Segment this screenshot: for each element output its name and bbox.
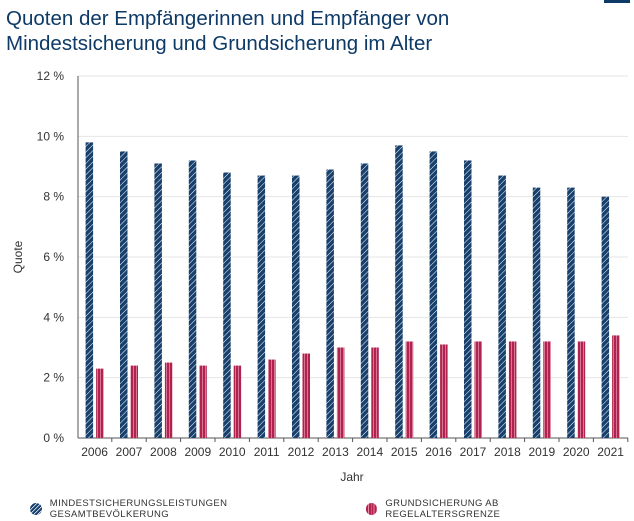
bar-mindestsicherung (85, 142, 94, 438)
bar-mindestsicherung (257, 175, 266, 439)
bar-mindestsicherung (567, 187, 575, 438)
y-tick-label: 8 % (43, 190, 64, 204)
x-tick-label: 2016 (425, 445, 452, 459)
y-tick-label: 12 % (37, 69, 65, 83)
bar-mindestsicherung (292, 175, 300, 439)
axis-labels: 0 % 2 % 4 % 6 % 8 % 10 % 12 % 2006 2007 2008 2009 2… (11, 69, 624, 484)
bar-mindestsicherung (601, 196, 610, 438)
legend-item-mindestsicherung[interactable]: MINDESTSICHERUNGSLEISTUNGEN GESAMTBEVÖLK… (30, 498, 344, 520)
bars (85, 142, 620, 439)
x-tick-label: 2017 (460, 445, 487, 459)
bar-grundsicherung (543, 341, 551, 438)
x-tick-label: 2013 (322, 445, 349, 459)
x-tick-label: 2019 (528, 445, 555, 459)
bar-grundsicherung (96, 368, 104, 438)
bar-grundsicherung (612, 335, 620, 438)
x-tick-label: 2010 (219, 445, 246, 459)
x-axis-title: Jahr (340, 470, 363, 484)
bar-mindestsicherung (223, 172, 231, 439)
chart-title: Quoten der Empfängerinnen und Empfänger … (6, 7, 450, 55)
bar-mindestsicherung (326, 169, 334, 438)
x-tick-label: 2020 (563, 445, 590, 459)
bar-mindestsicherung (188, 160, 197, 438)
legend-label-mindestsicherung: MINDESTSICHERUNGSLEISTUNGEN GESAMTBEVÖLK… (49, 498, 228, 520)
y-tick-label: 6 % (43, 250, 64, 264)
bar-grundsicherung (302, 353, 310, 438)
x-tick-label: 2018 (494, 445, 521, 459)
y-tick-label: 10 % (37, 129, 65, 143)
bar-mindestsicherung (429, 151, 438, 438)
bar-grundsicherung (268, 359, 276, 438)
x-tick-label: 2007 (116, 445, 143, 459)
bar-grundsicherung (405, 341, 414, 438)
legend-item-grundsicherung[interactable]: GRUNDSICHERUNG AB REGELALTERSGRENZE (365, 498, 612, 520)
bar-mindestsicherung (154, 163, 162, 438)
x-tick-label: 2012 (288, 445, 315, 459)
y-tick-label: 4 % (43, 310, 64, 324)
bar-grundsicherung (440, 344, 448, 438)
top-accent-bar (604, 0, 630, 3)
legend-swatch-blue (30, 503, 42, 515)
bar-grundsicherung (233, 365, 242, 438)
x-tick-label: 2015 (391, 445, 418, 459)
legend-label-grundsicherung: GRUNDSICHERUNG AB REGELALTERSGRENZE (385, 498, 501, 520)
bar-mindestsicherung (120, 151, 128, 438)
y-axis-title: Quote (11, 240, 25, 273)
bar-grundsicherung (336, 347, 345, 438)
legend-swatch-red (365, 503, 378, 515)
bar-mindestsicherung (360, 163, 369, 438)
x-tick-label: 2014 (356, 445, 383, 459)
bar-grundsicherung (508, 341, 517, 438)
bar-grundsicherung (164, 362, 173, 438)
x-tick-label: 2011 (254, 445, 280, 459)
x-tick-label: 2021 (597, 445, 624, 459)
legend: MINDESTSICHERUNGSLEISTUNGEN GESAMTBEVÖLK… (30, 498, 634, 520)
bar-grundsicherung (474, 341, 482, 438)
x-tick-label: 2009 (184, 445, 211, 459)
bar-grundsicherung (371, 347, 379, 438)
bar-mindestsicherung (532, 187, 541, 438)
bar-mindestsicherung (498, 175, 506, 439)
bar-grundsicherung (577, 341, 586, 438)
bar-mindestsicherung (464, 160, 472, 438)
x-tick-label: 2006 (81, 445, 108, 459)
bar-grundsicherung (130, 365, 138, 438)
bar-grundsicherung (199, 365, 207, 438)
x-tick-label: 2008 (150, 445, 177, 459)
bar-mindestsicherung (395, 145, 403, 438)
y-tick-label: 2 % (43, 371, 64, 385)
y-tick-label: 0 % (43, 431, 64, 445)
